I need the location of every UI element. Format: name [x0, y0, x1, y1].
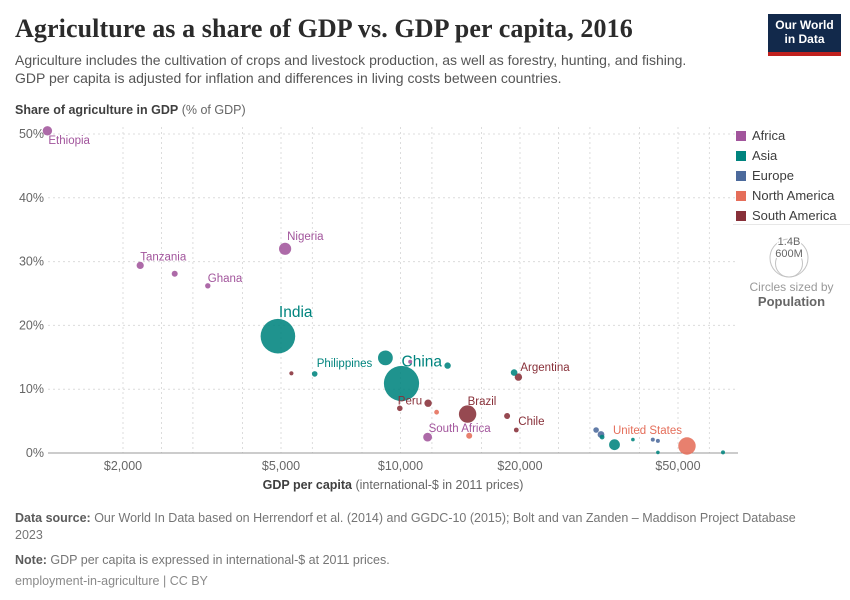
population-size-legend: 1.4B 600M Circles sized by Population — [733, 224, 850, 309]
y-axis-title-main: Share of agriculture in GDP — [15, 103, 179, 117]
data-point[interactable] — [609, 439, 620, 451]
data-point-ethiopia[interactable] — [42, 126, 53, 136]
size-legend-caption: Circles sized by — [749, 280, 834, 294]
data-point-brazil[interactable] — [458, 405, 477, 423]
data-point[interactable] — [656, 450, 660, 455]
data-point[interactable] — [434, 409, 439, 415]
x-tick-label: $2,000 — [104, 459, 142, 473]
legend-item-europe[interactable]: Europe — [736, 168, 837, 183]
license-line: employment-in-agriculture | CC BY — [15, 574, 208, 588]
data-point[interactable] — [510, 369, 518, 376]
note-label: Note: — [15, 553, 47, 567]
country-label-tanzania: Tanzania — [140, 251, 187, 263]
scatter-plot: $2,000 $5,000 $10,000 $20,000 $50,000 0% 10% 20… — [19, 126, 738, 492]
data-point[interactable] — [424, 399, 432, 407]
owid-logo-line2: in Data — [784, 32, 825, 46]
country-label-india: India — [279, 304, 313, 321]
data-point[interactable] — [721, 450, 725, 455]
data-source-line: Data source: Our World In Data based on … — [15, 510, 815, 544]
data-point-united-states[interactable] — [678, 437, 696, 455]
data-point[interactable] — [655, 438, 660, 443]
country-label-ghana: Ghana — [208, 273, 243, 285]
x-tick-label: $5,000 — [262, 459, 300, 473]
y-axis-title: Share of agriculture in GDP (% of GDP) — [15, 103, 246, 117]
page-title: Agriculture as a share of GDP vs. GDP pe… — [15, 14, 633, 43]
continent-legend: Africa Asia Europe North America South Ameri… — [736, 128, 837, 228]
x-tick-label: $50,000 — [655, 459, 700, 473]
data-source-text: Our World In Data based on Herrendorf et… — [15, 511, 796, 542]
x-tick-label: $20,000 — [497, 459, 542, 473]
country-label-china: China — [402, 354, 443, 371]
size-legend-circles: 1.4B 600M — [769, 235, 808, 278]
y-tick-label: 50% — [19, 127, 44, 141]
data-point-south-africa[interactable] — [423, 432, 432, 442]
data-point[interactable] — [593, 427, 599, 433]
data-point[interactable] — [631, 437, 635, 442]
country-label-united-states: United States — [613, 425, 682, 437]
y-tick-label: 40% — [19, 191, 44, 205]
owid-logo[interactable]: Our World in Data — [768, 14, 841, 56]
x-tick-label: $10,000 — [378, 459, 423, 473]
country-label-chile: Chile — [518, 416, 544, 428]
legend-label: South America — [752, 208, 837, 223]
data-point[interactable] — [171, 270, 178, 277]
data-point-tanzania[interactable] — [136, 261, 144, 269]
country-label-nigeria: Nigeria — [287, 231, 324, 243]
y-tick-label: 10% — [19, 382, 44, 396]
chart-footer: Data source: Our World In Data based on … — [15, 510, 815, 590]
note-line: Note: GDP per capita is expressed in int… — [15, 552, 815, 569]
legend-item-south-america[interactable]: South America — [736, 208, 837, 223]
size-legend-small-circle — [774, 249, 803, 278]
size-legend-small-value: 600M — [775, 248, 803, 260]
country-label-peru: Peru — [398, 395, 422, 407]
legend-label: Asia — [752, 148, 778, 163]
data-point[interactable] — [466, 432, 473, 439]
country-label-ethiopia: Ethiopia — [48, 135, 90, 147]
legend-swatch — [736, 130, 746, 141]
subtitle-line1: Agriculture includes the cultivation of … — [15, 52, 687, 68]
legend-item-north-america[interactable]: North America — [736, 188, 837, 203]
legend-swatch — [736, 190, 746, 201]
data-point-china[interactable] — [383, 365, 420, 402]
subtitle-line2: GDP per capita is adjusted for inflation… — [15, 69, 562, 86]
data-point-india[interactable] — [260, 318, 296, 354]
country-label-brazil: Brazil — [468, 396, 497, 408]
data-point[interactable] — [650, 437, 655, 442]
data-point-chile[interactable] — [513, 427, 519, 433]
x-axis-title: GDP per capita (international-$ in 2011 … — [263, 478, 524, 492]
country-label-south-africa: South Africa — [429, 423, 492, 435]
legend-label: North America — [752, 188, 835, 203]
data-point-philippines[interactable] — [311, 371, 318, 377]
data-point[interactable] — [378, 350, 393, 366]
data-point[interactable] — [408, 359, 413, 364]
y-tick-label: 20% — [19, 318, 44, 332]
legend-label: Africa — [752, 128, 786, 143]
legend-item-africa[interactable]: Africa — [736, 128, 837, 143]
chart-subtitle: Agriculture includes the cultivation of … — [15, 52, 795, 87]
data-point[interactable] — [599, 434, 605, 440]
size-legend-caption-bold: Population — [757, 294, 826, 309]
data-point-nigeria[interactable] — [279, 242, 292, 255]
data-point-ghana[interactable] — [205, 283, 211, 289]
y-axis-title-unit: (% of GDP) — [178, 103, 246, 117]
country-label-argentina: Argentina — [520, 362, 570, 374]
data-source-label: Data source: — [15, 511, 91, 525]
data-point[interactable] — [444, 362, 451, 369]
legend-swatch — [736, 210, 746, 221]
legend-swatch — [736, 170, 746, 181]
legend-label: Europe — [752, 168, 794, 183]
data-point-peru[interactable] — [397, 405, 403, 412]
data-point-argentina[interactable] — [514, 373, 523, 381]
country-label-philippines: Philippines — [317, 358, 373, 370]
owid-logo-line1: Our World — [775, 18, 834, 32]
data-point[interactable] — [504, 413, 511, 419]
legend-item-asia[interactable]: Asia — [736, 148, 837, 163]
legend-swatch — [736, 150, 746, 161]
data-point[interactable] — [289, 371, 294, 376]
size-legend-big-value: 1.4B — [777, 236, 800, 248]
y-tick-label: 30% — [19, 255, 44, 269]
y-tick-label: 0% — [26, 446, 44, 460]
note-text: GDP per capita is expressed in internati… — [46, 553, 390, 567]
